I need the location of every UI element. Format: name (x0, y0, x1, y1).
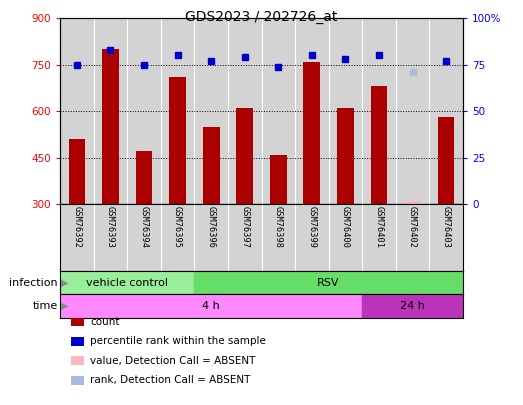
Text: GSM76396: GSM76396 (207, 206, 215, 248)
Text: time: time (32, 301, 58, 311)
Text: rank, Detection Call = ABSENT: rank, Detection Call = ABSENT (90, 375, 251, 385)
Text: GSM76392: GSM76392 (72, 206, 82, 248)
Bar (270, 155, 287, 204)
Text: ▶: ▶ (61, 278, 69, 288)
Text: 4 h: 4 h (202, 301, 220, 311)
Bar (169, 77, 186, 204)
Bar (69, 139, 85, 204)
Text: ▶: ▶ (61, 301, 69, 311)
Bar (60, 271, 195, 294)
Text: percentile rank within the sample: percentile rank within the sample (90, 337, 266, 346)
Text: GSM76398: GSM76398 (274, 206, 283, 248)
Text: GSM76400: GSM76400 (341, 206, 350, 248)
Text: GSM76397: GSM76397 (240, 206, 249, 248)
Bar (371, 86, 388, 204)
Text: infection: infection (9, 278, 58, 288)
Bar (438, 117, 454, 204)
Text: RSV: RSV (317, 278, 340, 288)
Bar (404, 201, 421, 204)
Text: GSM76401: GSM76401 (374, 206, 383, 248)
Text: GSM76394: GSM76394 (140, 206, 149, 248)
Bar (135, 151, 152, 204)
Text: GSM76395: GSM76395 (173, 206, 182, 248)
Text: vehicle control: vehicle control (86, 278, 168, 288)
Text: GSM76402: GSM76402 (408, 206, 417, 248)
Bar (362, 294, 463, 318)
Bar (102, 49, 119, 204)
Bar (236, 108, 253, 204)
Text: GDS2023 / 202726_at: GDS2023 / 202726_at (185, 10, 338, 24)
Bar (203, 127, 220, 204)
Bar (195, 271, 463, 294)
Bar (337, 108, 354, 204)
Text: count: count (90, 317, 119, 327)
Text: 24 h: 24 h (400, 301, 425, 311)
Text: GSM76399: GSM76399 (308, 206, 316, 248)
Text: GSM76393: GSM76393 (106, 206, 115, 248)
Text: GSM76403: GSM76403 (441, 206, 451, 248)
Text: value, Detection Call = ABSENT: value, Detection Call = ABSENT (90, 356, 255, 366)
Bar (303, 62, 320, 204)
Bar (60, 294, 362, 318)
